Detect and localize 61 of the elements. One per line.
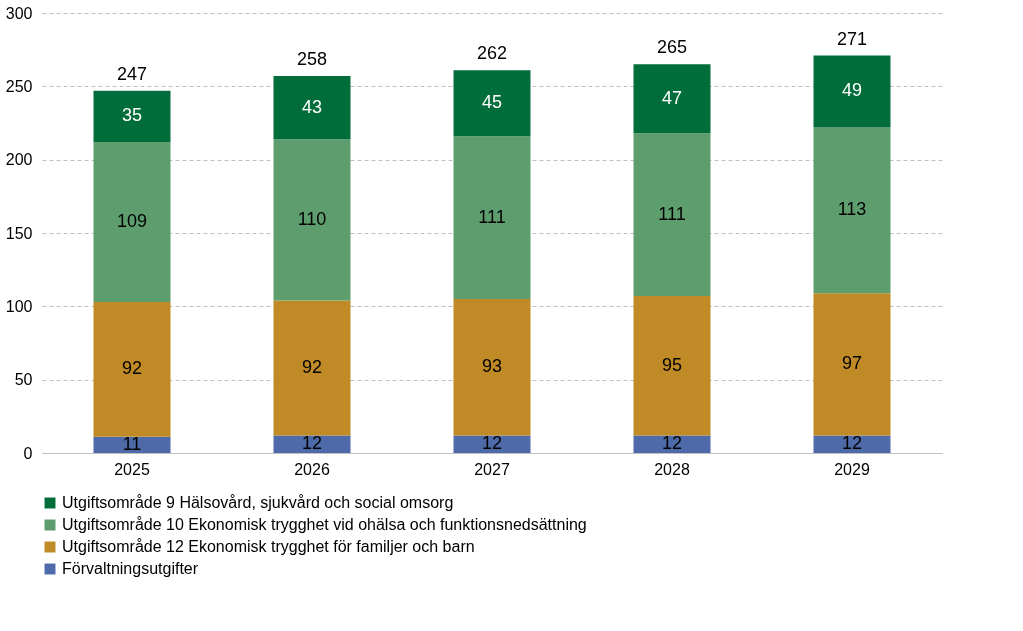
x-tick-label: 2028: [654, 460, 690, 478]
bar: [273, 139, 351, 301]
bar: [453, 70, 531, 137]
legend-label: Utgiftsområde 9 Hälsovård, sjukvård och social omsorg: [62, 494, 454, 511]
data-label: 92: [301, 356, 323, 377]
bar: [633, 435, 711, 453]
data-label: 49: [841, 80, 863, 101]
legend-label: Utgiftsområde 12 Ekonomisk trygghet för familjer och barn: [62, 538, 475, 555]
total-label: 271: [836, 28, 868, 49]
y-tick-label: 0: [23, 444, 33, 462]
bar: [813, 127, 891, 294]
bar: [273, 300, 351, 436]
x-tick-label: 2025: [114, 460, 150, 478]
x-tick-label: 2027: [474, 460, 510, 478]
data-label: 11: [122, 433, 142, 454]
bar: [453, 299, 531, 436]
bar: [633, 64, 711, 134]
data-label: 47: [661, 87, 683, 108]
bar: [633, 133, 711, 297]
bar: [273, 76, 351, 140]
data-label: 113: [837, 199, 867, 220]
bar: [93, 436, 171, 453]
bar: [813, 293, 891, 436]
bar: [633, 296, 711, 436]
total-label: 247: [116, 63, 148, 84]
bar: [93, 142, 171, 302]
data-label: 45: [481, 92, 503, 113]
data-label: 110: [297, 208, 327, 229]
data-label: 93: [481, 356, 503, 377]
data-label: 12: [841, 433, 863, 454]
data-label: 43: [301, 96, 323, 117]
bar: [813, 55, 891, 128]
y-tick-label: 300: [5, 4, 33, 22]
bar: [453, 136, 531, 299]
y-tick-label: 50: [14, 371, 33, 389]
data-label: 35: [121, 105, 143, 126]
bar: [93, 301, 171, 437]
data-label: 109: [116, 211, 148, 231]
legend-label: Förvaltningsutgifter: [62, 560, 199, 577]
y-tick-label: 100: [5, 297, 33, 315]
total-label: 265: [656, 37, 688, 58]
data-label: 12: [301, 433, 323, 454]
data-label: 12: [661, 433, 683, 454]
x-tick-label: 2029: [834, 460, 870, 478]
y-tick-label: 250: [5, 77, 33, 95]
data-label: 111: [478, 206, 506, 227]
total-label: 258: [296, 49, 328, 70]
bar: [273, 435, 351, 453]
data-label: 95: [661, 354, 683, 375]
data-label: 92: [121, 358, 143, 379]
y-tick-label: 200: [5, 151, 33, 169]
x-tick-label: 2026: [294, 460, 330, 478]
data-label: 111: [658, 203, 686, 224]
bar: [453, 435, 531, 453]
data-label: 12: [481, 433, 503, 454]
bar: [813, 435, 891, 453]
total-label: 262: [476, 43, 508, 64]
data-label: 97: [841, 353, 863, 374]
bar: [93, 90, 171, 143]
y-tick-label: 150: [5, 224, 33, 242]
legend-label: Utgiftsområde 10 Ekonomisk trygghet vid ohälsa och funktionsnedsättning: [62, 516, 587, 533]
